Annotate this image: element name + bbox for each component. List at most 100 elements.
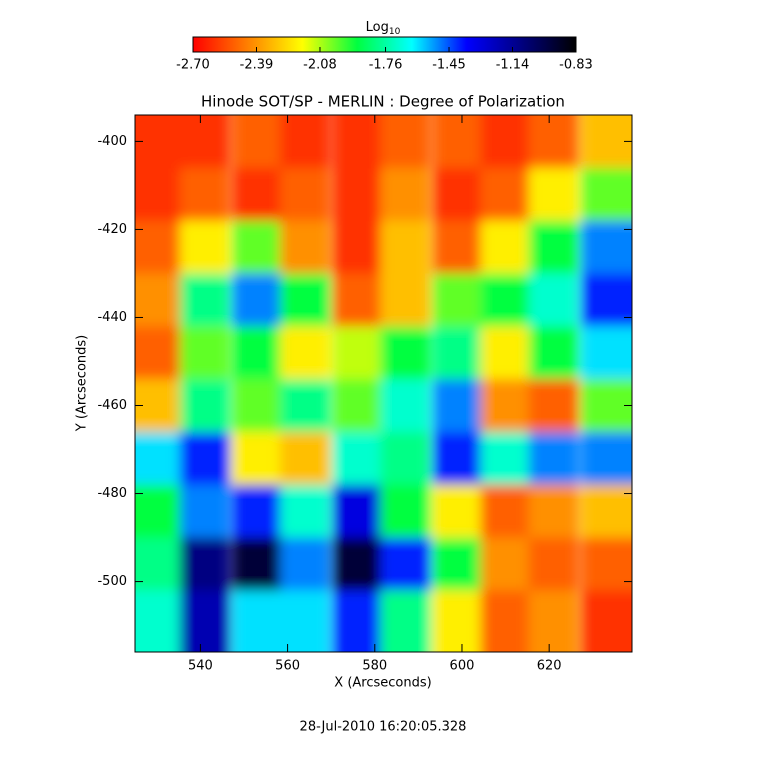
heatmap-cell [580, 431, 632, 486]
heatmap-cell [480, 379, 532, 433]
heatmap-cell [232, 379, 283, 433]
heatmap-cell [432, 590, 484, 652]
heatmap-cell [135, 590, 183, 652]
x-tick-label: 600 [450, 659, 475, 674]
heatmap-cell [380, 537, 431, 591]
heatmap-cell [179, 326, 231, 380]
heatmap-cell [232, 273, 283, 327]
heatmap-cell [432, 379, 484, 433]
heatmap-cell [232, 167, 283, 222]
heatmap-cell [580, 484, 632, 539]
heatmap-cell [528, 590, 579, 652]
heatmap-cell [179, 220, 231, 274]
footer-date: 28-Jul-2010 16:20:05.328 [300, 720, 467, 735]
heatmap-cell [432, 431, 484, 486]
heatmap-cell [480, 537, 532, 591]
heatmap-cell [380, 273, 431, 327]
heatmap-cell [528, 115, 579, 169]
heatmap-cell [432, 115, 484, 169]
heatmap-cell [179, 115, 231, 169]
heatmap-cell [480, 431, 532, 486]
heatmap-cell [179, 590, 231, 652]
heatmap-cell [380, 115, 431, 169]
heatmap-cell [179, 273, 231, 327]
heatmap-cell [280, 484, 331, 539]
heatmap-cell [280, 326, 331, 380]
heatmap-cell [280, 590, 331, 652]
heatmap-cell [280, 220, 331, 274]
heatmap-cell [480, 220, 532, 274]
heatmap-cell [232, 537, 283, 591]
heatmap-cell [580, 537, 632, 591]
heatmap-cell [432, 273, 484, 327]
heatmap-cell [380, 431, 431, 486]
heatmap-cell [580, 590, 632, 652]
heatmap-cell [480, 484, 532, 539]
heatmap-cell [380, 220, 431, 274]
heatmap-cell [232, 326, 283, 380]
heatmap-cell [332, 167, 383, 222]
heatmap [135, 115, 632, 652]
heatmap-cell [332, 220, 383, 274]
heatmap-cell [528, 273, 579, 327]
heatmap-cell [432, 220, 484, 274]
colorbar-tick-label: -1.76 [369, 58, 403, 73]
colorbar-label: Log10 [366, 20, 401, 37]
heatmap-cell [332, 273, 383, 327]
colorbar-tick-label: -2.39 [240, 58, 274, 73]
x-tick-label: 540 [188, 659, 213, 674]
plot-frame [134, 114, 633, 653]
y-axis-label: Y (Arcseconds) [75, 335, 90, 432]
heatmap-cell [432, 326, 484, 380]
heatmap-cell [135, 326, 183, 380]
heatmap-cell [332, 379, 383, 433]
heatmap-cell [135, 431, 183, 486]
heatmap-cell [528, 326, 579, 380]
colorbar-tick-label: -2.70 [176, 58, 210, 73]
heatmap-cell [332, 484, 383, 539]
heatmap-cell [380, 484, 431, 539]
heatmap-cell [432, 484, 484, 539]
heatmap-cell [480, 590, 532, 652]
heatmap-cell [432, 537, 484, 591]
y-tick-label: -420 [97, 222, 127, 237]
y-tick-label: -440 [97, 310, 127, 325]
heatmap-cell [280, 273, 331, 327]
colorbar-tick-label: -1.45 [432, 58, 466, 73]
colorbar-tick-label: -1.14 [496, 58, 530, 73]
heatmap-cell [280, 431, 331, 486]
heatmap-cell [232, 115, 283, 169]
x-tick-label: 580 [362, 659, 387, 674]
y-tick-label: -400 [97, 134, 127, 149]
heatmap-cell [380, 326, 431, 380]
heatmap-cell [179, 537, 231, 591]
chart-title: Hinode SOT/SP - MERLIN : Degree of Polar… [201, 93, 565, 111]
colorbar [192, 36, 577, 53]
heatmap-cell [135, 167, 183, 222]
heatmap-cell [179, 484, 231, 539]
heatmap-cell [332, 590, 383, 652]
heatmap-cell [528, 484, 579, 539]
heatmap-cell [179, 431, 231, 486]
heatmap-cell [528, 537, 579, 591]
colorbar-tick-label: -0.83 [559, 58, 593, 73]
y-tick-label: -500 [97, 574, 127, 589]
x-axis-label: X (Arcseconds) [334, 676, 431, 691]
heatmap-cell [380, 590, 431, 652]
heatmap-cell [480, 326, 532, 380]
heatmap-cell [280, 167, 331, 222]
x-tick-label: 560 [275, 659, 300, 674]
heatmap-cell [232, 431, 283, 486]
heatmap-cell [332, 115, 383, 169]
heatmap-cell [528, 220, 579, 274]
heatmap-cell [380, 379, 431, 433]
heatmap-cell [232, 590, 283, 652]
y-tick-label: -480 [97, 486, 127, 501]
heatmap-cell [528, 167, 579, 222]
heatmap-cell [280, 115, 331, 169]
heatmap-cell [432, 167, 484, 222]
heatmap-cell [580, 326, 632, 380]
heatmap-cell [232, 484, 283, 539]
heatmap-cell [580, 273, 632, 327]
